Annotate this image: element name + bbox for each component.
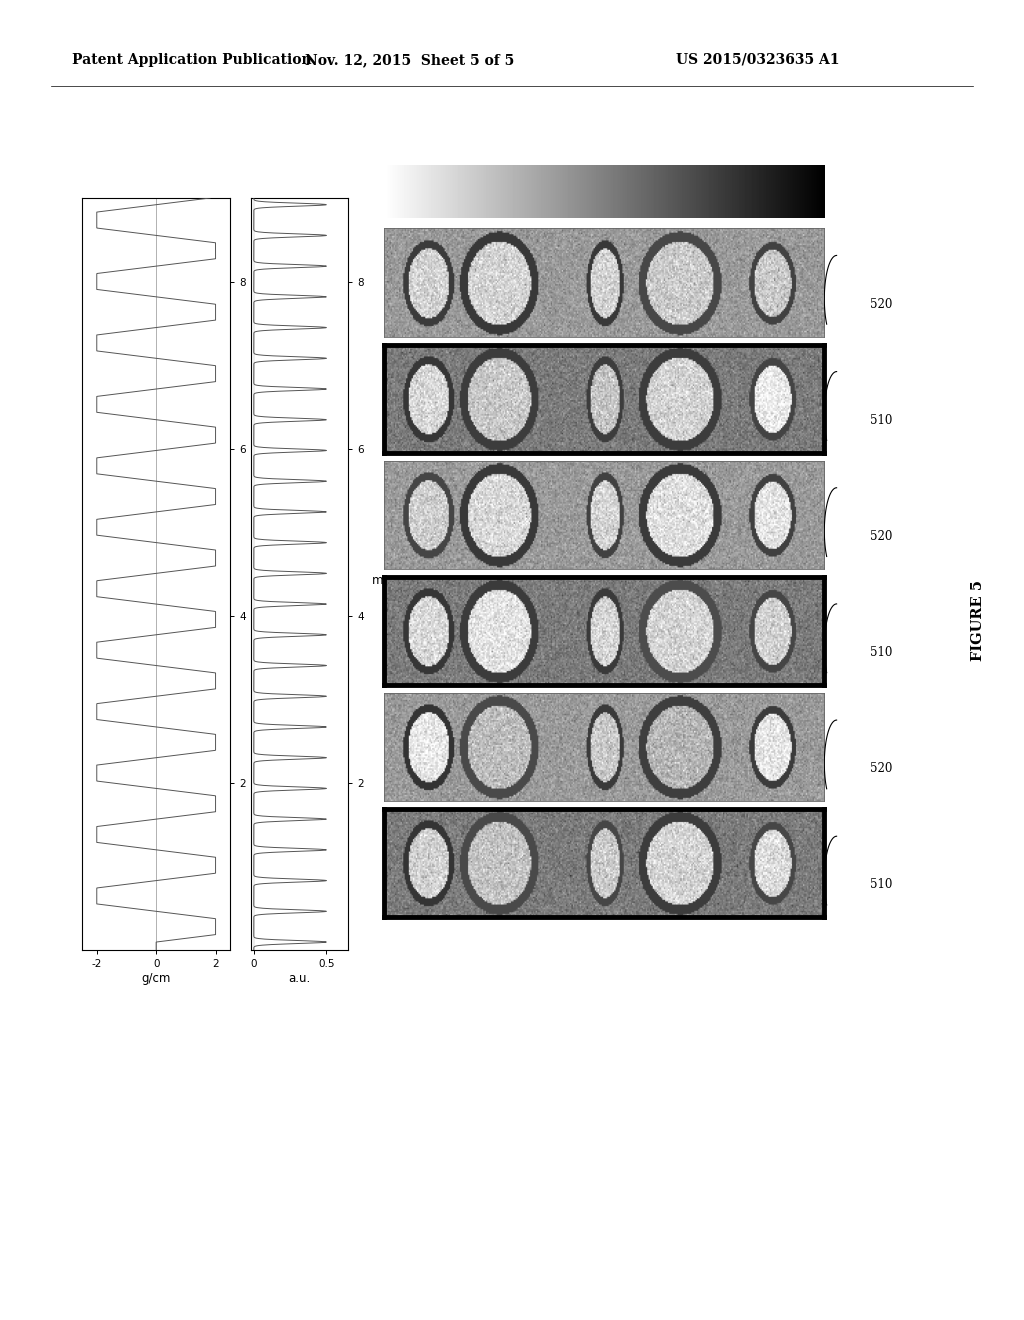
Text: US 2015/0323635 A1: US 2015/0323635 A1 xyxy=(676,53,840,67)
Text: 520: 520 xyxy=(870,297,893,310)
Text: Patent Application Publication: Patent Application Publication xyxy=(72,53,311,67)
Y-axis label: ms: ms xyxy=(254,574,271,587)
Text: 520: 520 xyxy=(870,529,893,543)
Text: 520: 520 xyxy=(870,762,893,775)
X-axis label: a.u.: a.u. xyxy=(289,973,310,985)
Text: Nov. 12, 2015  Sheet 5 of 5: Nov. 12, 2015 Sheet 5 of 5 xyxy=(305,53,514,67)
Text: FIGURE 5: FIGURE 5 xyxy=(971,579,985,661)
Text: 510: 510 xyxy=(870,645,893,659)
X-axis label: g/cm: g/cm xyxy=(141,973,171,985)
Y-axis label: ms: ms xyxy=(372,574,389,587)
Text: 510: 510 xyxy=(870,413,893,426)
Text: 510: 510 xyxy=(870,878,893,891)
